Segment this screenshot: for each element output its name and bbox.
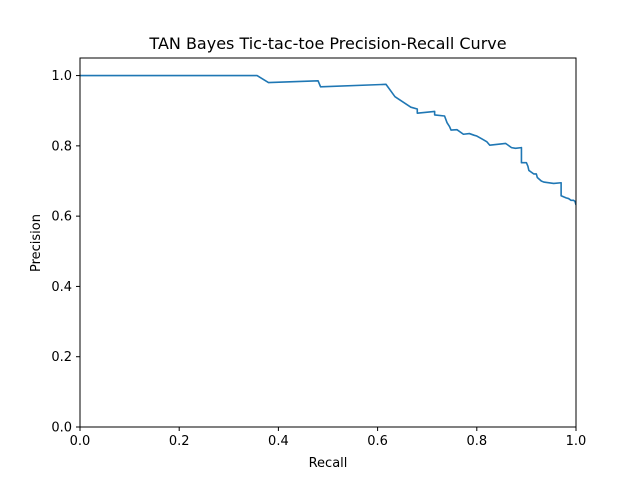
x-tick-label: 0.0 <box>70 434 91 449</box>
x-tick-label: 0.6 <box>367 434 388 449</box>
x-tick-label: 1.0 <box>566 434 587 449</box>
axes-frame <box>79 57 577 428</box>
y-tick-label: 0.4 <box>51 280 72 295</box>
chart-title: TAN Bayes Tic-tac-toe Precision-Recall C… <box>148 34 506 53</box>
y-tick-label: 0.8 <box>51 139 72 154</box>
x-tick-label: 0.8 <box>466 434 487 449</box>
y-tick-label: 0.0 <box>51 421 72 436</box>
plot-area <box>79 57 577 428</box>
series-line-0 <box>80 74 576 206</box>
x-axis-ticks: 0.0 0.2 0.4 0.6 0.8 1.0 <box>70 427 587 449</box>
x-tick-label: 0.4 <box>268 434 289 449</box>
x-tick-label: 0.2 <box>169 434 190 449</box>
y-axis-label: Precision <box>29 214 44 272</box>
y-tick-label: 1.0 <box>51 69 72 84</box>
y-axis-ticks: 0.0 0.2 0.4 0.6 0.8 1.0 <box>51 69 80 436</box>
y-tick-label: 0.2 <box>51 350 72 365</box>
x-axis-label: Recall <box>309 456 348 471</box>
y-tick-label: 0.6 <box>51 210 72 225</box>
